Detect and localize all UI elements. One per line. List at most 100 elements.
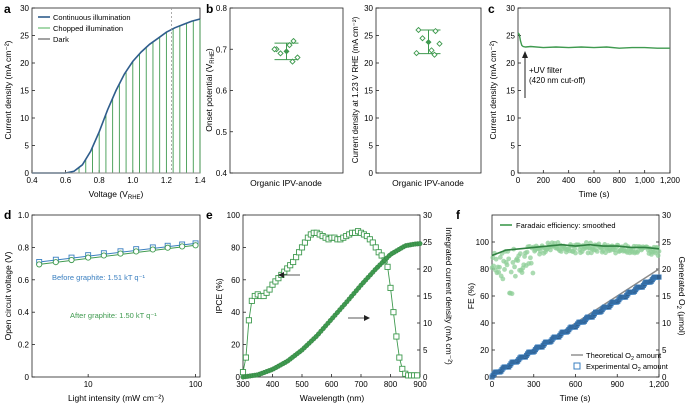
y-tick-f-label: 100: [476, 238, 490, 247]
x-axis-label-c: Time (s): [579, 189, 610, 199]
data-point-b2: [436, 40, 443, 47]
data-point-b1: [277, 50, 284, 57]
fe-raw-point: [656, 248, 662, 254]
panel-label-d: d: [4, 208, 11, 222]
fe-raw-point: [572, 246, 578, 252]
ipce-point: [245, 317, 252, 324]
y-tick-b2-label: 30: [364, 4, 373, 13]
fe-raw-point: [585, 250, 591, 256]
panel-b1: b 0.4 0.5 0.6 0.7 0.8 Organic IPV-anode Onse…: [204, 2, 344, 188]
y-tick-d-label: 0.8: [18, 243, 30, 252]
data-point-b2: [432, 27, 439, 35]
fe-raw-point: [510, 260, 516, 265]
ipce-point: [414, 372, 421, 379]
ipce-point: [393, 333, 400, 340]
fe-raw-point: [530, 270, 536, 276]
x-axis-label-a: Voltage (VRHE): [89, 189, 144, 201]
data-point-after: [133, 248, 140, 255]
y-tick-b1-label: 0.5: [216, 128, 228, 137]
panel-c: c 0 5 10 15 20 25 30 0 200 400 600 800 1,000 1,200 +…: [488, 2, 681, 199]
x-tick-c-label: 0: [516, 176, 521, 185]
ipce-point: [384, 263, 391, 270]
x-tick-c-label: 400: [562, 176, 576, 185]
x-tick-b1: Organic IPV-anode: [250, 178, 322, 188]
y-tick-d-label: 0.4: [18, 308, 30, 317]
y-tick-d-label: 0: [25, 373, 30, 382]
fe-raw-point: [573, 250, 578, 256]
y-tick-b2-label: 15: [364, 87, 373, 96]
panel-d: d 0 0.2 0.4 0.6 0.8 1.0 10 100 Before graphite…: [3, 208, 203, 403]
data-point-after: [179, 243, 186, 250]
y2-tick-f-label: 10: [662, 319, 671, 328]
fe-raw-point: [515, 258, 521, 263]
fe-raw-point: [508, 269, 514, 275]
legend-swatch-experimental: [573, 362, 581, 370]
y-tick-a-label: 30: [20, 4, 29, 13]
fe-raw-point: [497, 254, 503, 260]
legend-theoretical: Theoretical O2 amount: [586, 351, 662, 362]
fit-line-after: [39, 244, 196, 265]
y-tick-e-label: 40: [231, 308, 240, 317]
data-point-b2: [413, 49, 420, 57]
panel-a: a 0 5 10 15 20 25 30 0.4 0.6 0.8 1.0 1.2 1.4 Contin…: [3, 2, 206, 201]
y-tick-b2-label: 25: [364, 32, 373, 41]
data-point-b1: [294, 54, 301, 61]
integrated-axis-arrowhead: [364, 315, 370, 321]
y-tick-a-label: 25: [20, 32, 29, 41]
y2-tick-e-label: 0: [423, 373, 428, 382]
x-tick-a-label: 0.8: [94, 176, 106, 185]
after-graphite-label: After graphite: 1.50 kT q⁻¹: [70, 311, 157, 320]
panel-label-b: b: [206, 2, 213, 16]
stability-trace: [517, 32, 670, 49]
fe-raw-point: [502, 267, 507, 272]
y2-tick-f-label: 5: [662, 346, 667, 355]
y-tick-f-label: 20: [480, 346, 489, 355]
x-tick-a-label: 1.2: [161, 176, 173, 185]
y-tick-c-label: 30: [506, 4, 515, 13]
y-tick-b1-label: 0.6: [216, 87, 228, 96]
data-point-b1: [271, 46, 278, 53]
y-tick-d-label: 1.0: [18, 211, 30, 220]
x-tick-e-label: 600: [325, 380, 339, 389]
x-tick-c-label: 200: [537, 176, 551, 185]
continuous-illumination-line: [32, 18, 201, 174]
y-tick-f-label: 0: [485, 373, 490, 382]
x-tick-d-label: 10: [84, 380, 93, 389]
y-tick-a-label: 0: [25, 169, 30, 178]
fe-raw-point: [493, 256, 499, 262]
x-tick-c-label: 1,000: [635, 176, 656, 185]
data-point-after: [36, 261, 43, 268]
y-tick-a-label: 15: [20, 87, 29, 96]
x-tick-e-label: 800: [384, 380, 398, 389]
y2-tick-e-label: 30: [423, 211, 432, 220]
x-tick-f-label: 600: [569, 380, 583, 389]
x-tick-c-label: 1,200: [660, 176, 681, 185]
y-tick-c-label: 15: [506, 87, 515, 96]
panel-label-c: c: [488, 2, 495, 16]
fe-raw-point: [491, 263, 497, 269]
y-tick-a-label: 5: [25, 142, 30, 151]
data-point-after: [68, 256, 75, 264]
y-tick-c-label: 0: [511, 169, 516, 178]
mean-marker-b2: [425, 39, 432, 46]
integrated-point: [417, 241, 423, 247]
x-tick-a-label: 0.6: [60, 176, 72, 185]
data-point-after: [52, 259, 59, 266]
x-tick-f-label: 0: [490, 380, 495, 389]
x-tick-f-label: 900: [611, 380, 625, 389]
y-tick-a-label: 10: [20, 114, 29, 123]
y-axis-label-d: Open circuit voltage (V): [3, 251, 13, 340]
x-tick-a-label: 0.4: [26, 176, 38, 185]
x-tick-f-label: 300: [527, 380, 541, 389]
data-point-after: [192, 242, 199, 249]
annotation-uv-filter: +UV filter: [529, 66, 562, 75]
mean-marker-b1: [283, 48, 290, 55]
data-point-after: [164, 244, 171, 251]
y-axis-label-f: FE (%): [466, 283, 476, 310]
y-axis-label-a: Current density (mA cm⁻²): [3, 40, 13, 139]
x-tick-f-label: 1,200: [649, 380, 670, 389]
y-tick-d-label: 0.6: [18, 276, 30, 285]
x-tick-a-label: 1.4: [194, 176, 206, 185]
panel-e: e 0 20 40 60 80 100 0 5 10 15 20 25 30 300 400 500 600…: [206, 208, 454, 403]
